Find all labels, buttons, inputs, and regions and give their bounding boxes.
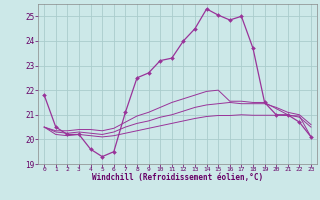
- X-axis label: Windchill (Refroidissement éolien,°C): Windchill (Refroidissement éolien,°C): [92, 173, 263, 182]
